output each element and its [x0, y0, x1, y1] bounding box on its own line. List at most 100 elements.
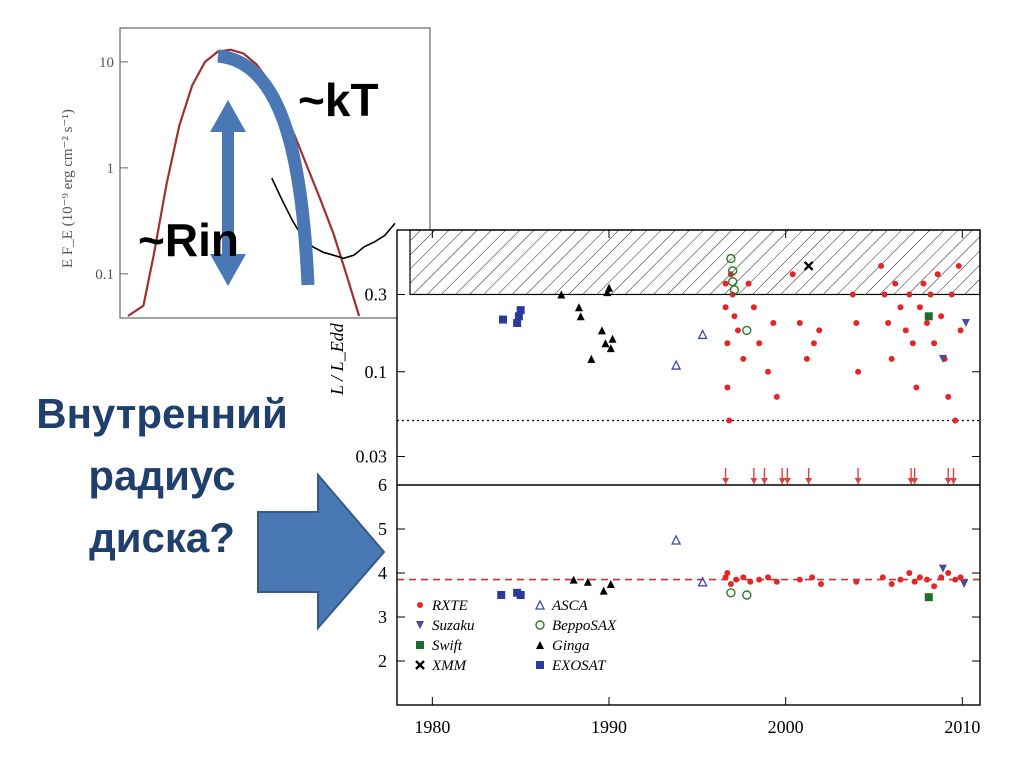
- luminosity-point-ginga: [557, 290, 566, 299]
- upper-limit-arrow: [783, 468, 791, 484]
- radius-point-rxte: [879, 574, 886, 581]
- luminosity-point-rxte: [888, 355, 895, 362]
- upper-limit-arrows: [722, 468, 957, 484]
- legend-label: Ginga: [552, 638, 590, 654]
- spectrum-y-axis-label: E F_E (10⁻⁹ erg cm⁻² s⁻¹): [60, 109, 76, 268]
- kt-curve-annotation: [217, 49, 315, 286]
- luminosity-y-ticks: 0.03 0.1 0.3: [356, 284, 980, 466]
- legend-marker: [536, 661, 544, 669]
- radius-point-rxte: [897, 576, 904, 583]
- luminosity-point-rxte: [885, 319, 892, 326]
- luminosity-point-ginga: [606, 344, 615, 353]
- luminosity-point-rxte: [955, 262, 962, 269]
- luminosity-point-rxte: [724, 384, 731, 391]
- luminosity-y-axis-label: L / L_Edd: [327, 322, 347, 396]
- luminosity-point-rxte: [897, 304, 904, 311]
- legend-label: EXOSAT: [551, 658, 607, 674]
- luminosity-point-rxte: [913, 384, 920, 391]
- luminosity-point-rxte: [816, 327, 823, 334]
- radius-point-rxte: [756, 576, 763, 583]
- luminosity-point-rxte: [724, 340, 731, 347]
- x-axis-ticks: 1980 1990 2000 2010: [414, 230, 980, 737]
- radius-point-ginga: [583, 577, 592, 586]
- legend-label: RXTE: [431, 598, 468, 614]
- legend-marker: [536, 641, 544, 649]
- luminosity-point-rxte: [722, 304, 729, 311]
- radius-point-suzaku: [938, 564, 947, 573]
- x-axis-tick-label: 2010: [944, 717, 980, 737]
- legend-entry-ginga: Ginga: [536, 638, 590, 654]
- question-line-3: диска?: [89, 514, 235, 561]
- radius-point-rxte: [906, 570, 913, 576]
- spectrum-y-tick-label: 10: [99, 55, 114, 71]
- legend-label: BeppoSAX: [552, 618, 617, 634]
- luminosity-point-rxte: [881, 291, 888, 298]
- luminosity-y-tick-label: 0.3: [365, 284, 388, 304]
- rin-label: ~Rin: [138, 214, 239, 266]
- question-line-2: радиус: [88, 452, 235, 499]
- legend-label: ASCA: [551, 598, 589, 614]
- radius-point-rxte: [938, 574, 945, 581]
- legend-marker: [417, 602, 423, 608]
- luminosity-point-bepposax: [729, 285, 740, 295]
- right-arrow-shape: [257, 472, 386, 631]
- luminosity-point-ginga: [603, 288, 612, 297]
- luminosity-point-rxte: [878, 262, 885, 269]
- luminosity-point-ginga: [605, 283, 613, 292]
- upper-limit-arrow: [950, 468, 957, 484]
- spectrum-series: [127, 48, 396, 317]
- radius-point-rxte: [740, 574, 747, 581]
- legend-entry-rxte: RXTE: [417, 598, 468, 614]
- luminosity-point-rxte: [957, 327, 964, 334]
- luminosity-point-ginga: [601, 339, 610, 348]
- spectrum-y-ticks: 10 1 0.1: [95, 55, 128, 283]
- upper-limit-arrow: [778, 468, 786, 484]
- radius-point-exosat: [497, 591, 506, 599]
- upper-limit-arrow: [854, 468, 862, 484]
- radius-point-rxte: [809, 574, 816, 581]
- legend-label: XMM: [431, 658, 468, 674]
- luminosity-point-rxte: [909, 340, 916, 347]
- hatched-region: [409, 229, 981, 296]
- spectrum-series-line: [127, 48, 361, 317]
- luminosity-point-rxte: [740, 355, 747, 362]
- legend-entry-bepposax: BeppoSAX: [535, 618, 617, 634]
- luminosity-point-rxte: [810, 340, 817, 347]
- radius-point-rxte: [747, 578, 754, 585]
- spectrum-series-line: [271, 177, 396, 260]
- radius-point-asca: [671, 534, 682, 545]
- luminosity-point-exosat: [516, 306, 525, 315]
- luminosity-point-rxte: [849, 291, 856, 298]
- radius-point-rxte: [765, 574, 771, 581]
- luminosity-point-asca: [671, 359, 682, 370]
- luminosity-point-bepposax: [727, 266, 738, 276]
- luminosity-point-ginga: [574, 303, 583, 312]
- luminosity-point-rxte: [745, 280, 752, 287]
- legend-entry-suzaku: Suzaku: [416, 618, 475, 634]
- legend-entry-exosat: EXOSAT: [536, 658, 607, 674]
- luminosity-point-rxte: [920, 280, 927, 287]
- radius-point-rxte: [796, 576, 803, 583]
- luminosity-y-tick-label: 0.1: [365, 362, 388, 382]
- radius-y-tick-label: 5: [378, 519, 387, 539]
- radius-y-tick-label: 3: [378, 607, 387, 627]
- radius-point-exosat: [516, 591, 525, 599]
- luminosity-point-rxte: [722, 280, 729, 287]
- luminosity-data-points: [499, 253, 970, 424]
- x-axis-tick-label: 2000: [768, 717, 804, 737]
- upper-limit-arrow: [760, 468, 768, 484]
- spectrum-frame: [119, 27, 431, 319]
- radius-point-rxte: [916, 574, 923, 581]
- legend-marker: [416, 621, 424, 629]
- luminosity-point-rxte: [916, 304, 923, 311]
- legend-entry-asca: ASCA: [534, 598, 589, 614]
- luminosity-point-suzaku: [938, 354, 947, 363]
- luminosity-point-rxte: [934, 271, 941, 278]
- spectrum-panel: 10 1 0.1 E F_E (10⁻⁹ erg cm⁻² s⁻¹): [60, 27, 431, 319]
- radius-point-rxte: [957, 574, 964, 581]
- radius-point-bepposax: [726, 588, 736, 598]
- radius-point-rxte: [724, 570, 731, 576]
- legend-entry-swift: Swift: [416, 638, 463, 654]
- luminosity-point-rxte: [803, 355, 810, 362]
